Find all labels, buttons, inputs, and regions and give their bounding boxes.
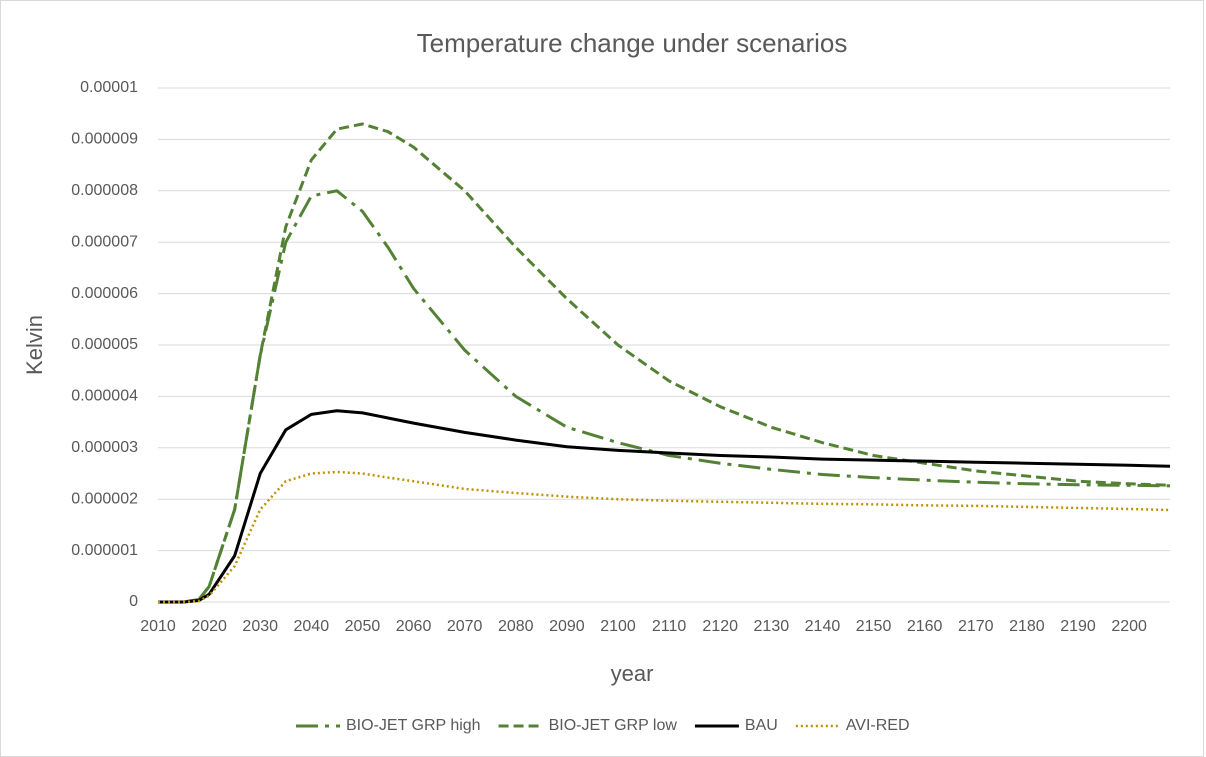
y-tick-label: 0.000009 bbox=[71, 131, 138, 148]
y-tick-label: 0.000007 bbox=[71, 233, 138, 250]
y-tick-label: 0.000005 bbox=[71, 336, 138, 353]
y-tick-label: 0.000003 bbox=[71, 439, 138, 456]
legend-label: BIO-JET GRP high bbox=[346, 717, 481, 734]
series-line bbox=[158, 189, 1171, 604]
x-tick-label: 2180 bbox=[1009, 618, 1045, 635]
x-tick-label: 2060 bbox=[396, 618, 432, 635]
x-tick-label: 2070 bbox=[447, 618, 483, 635]
x-tick-label: 2080 bbox=[498, 618, 534, 635]
x-tick-label: 2200 bbox=[1111, 618, 1147, 635]
x-tick-label: 2120 bbox=[702, 618, 738, 635]
x-tick-label: 2110 bbox=[652, 618, 687, 635]
series-line bbox=[158, 409, 1171, 604]
x-tick-label: 2090 bbox=[549, 618, 585, 635]
y-tick-label: 0.000004 bbox=[71, 388, 138, 405]
x-tick-label: 2130 bbox=[754, 618, 790, 635]
x-tick-label: 2020 bbox=[191, 618, 227, 635]
y-tick-label: 0.000002 bbox=[71, 490, 138, 507]
x-tick-label: 2190 bbox=[1060, 618, 1096, 635]
y-tick-label: 0 bbox=[129, 593, 138, 610]
x-tick-label: 2010 bbox=[140, 618, 176, 635]
x-tick-label: 2150 bbox=[856, 618, 892, 635]
y-tick-label: 0.00001 bbox=[80, 79, 138, 96]
legend-label: AVI-RED bbox=[846, 717, 910, 734]
legend-label: BIO-JET GRP low bbox=[549, 717, 678, 734]
x-tick-label: 2050 bbox=[345, 618, 381, 635]
y-tick-label: 0.000001 bbox=[71, 542, 138, 559]
y-tick-label: 0.000008 bbox=[71, 182, 138, 199]
chart-title: Temperature change under scenarios bbox=[417, 28, 848, 58]
legend-label: BAU bbox=[745, 717, 778, 734]
x-tick-label: 2040 bbox=[294, 618, 330, 635]
x-tick-label: 2140 bbox=[805, 618, 841, 635]
x-axis-label: year bbox=[611, 661, 654, 686]
y-axis-label: Kelvin bbox=[22, 315, 47, 375]
y-tick-label: 0.000006 bbox=[71, 285, 138, 302]
x-tick-label: 2160 bbox=[907, 618, 943, 635]
x-tick-label: 2030 bbox=[242, 618, 278, 635]
x-tick-label: 2100 bbox=[600, 618, 636, 635]
x-tick-label: 2170 bbox=[958, 618, 994, 635]
